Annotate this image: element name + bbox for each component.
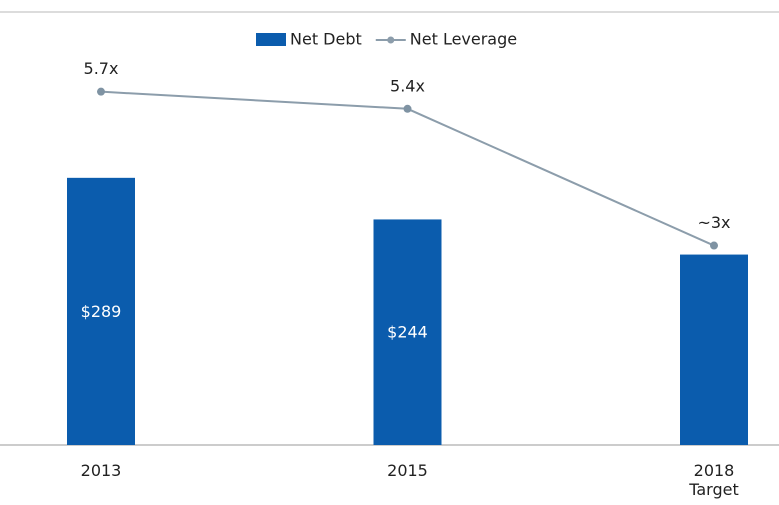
bar-value-label: $244 [387,323,428,342]
x-tick-label: 2018 Target [689,461,739,499]
legend-dot [387,36,395,44]
line-value-label: 5.7x [84,59,119,78]
bar [680,254,748,445]
line-point [403,104,412,113]
line-point [97,87,105,96]
line-point [710,241,718,250]
legend-label: Net Debt [290,30,362,49]
line-value-label: ~3x [697,213,730,232]
bar-value-label: $289 [81,302,122,321]
legend-label: Net Leverage [410,30,517,49]
x-tick-label: 2015 [387,461,428,480]
bar [67,177,135,445]
legend-swatch [256,33,286,46]
bar [373,219,442,445]
line-value-label: 5.4x [390,76,425,95]
x-tick-label: 2013 [80,461,122,480]
